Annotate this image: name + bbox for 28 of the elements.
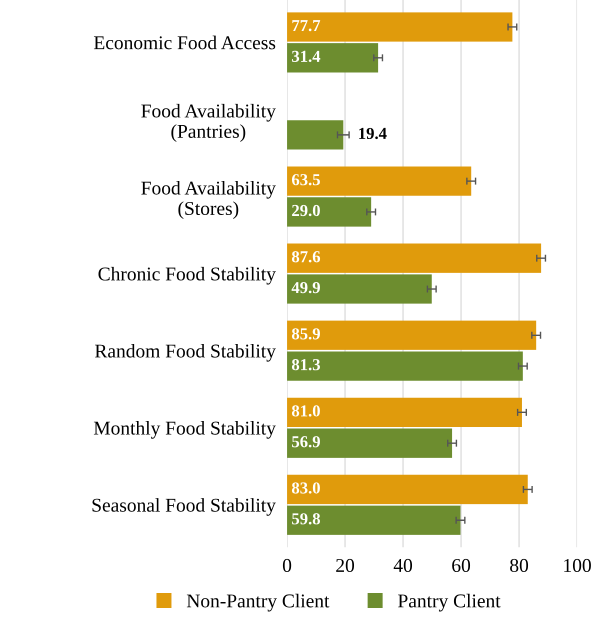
x-tick-label: 60 bbox=[452, 558, 470, 572]
data-label: 81.3 bbox=[292, 359, 320, 370]
data-label: 31.4 bbox=[292, 50, 320, 62]
y-tick-label: Food Availability (Stores) bbox=[141, 180, 276, 219]
data-label: 19.4 bbox=[359, 128, 387, 140]
data-label: 85.9 bbox=[292, 328, 320, 340]
x-tick-label: 100 bbox=[564, 558, 591, 572]
legend-label: Pantry Client bbox=[398, 594, 501, 612]
y-tick-label: Seasonal Food Stability bbox=[92, 498, 276, 516]
data-label: 77.7 bbox=[292, 20, 320, 32]
data-label: 29.0 bbox=[292, 204, 320, 216]
x-tick-label: 40 bbox=[394, 558, 412, 572]
y-tick-label: Economic Food Access bbox=[94, 36, 276, 50]
y-tick-label: Chronic Food Stability bbox=[98, 266, 276, 285]
data-label: 49.9 bbox=[292, 282, 320, 294]
y-tick-label: Monthly Food Stability bbox=[94, 421, 276, 439]
data-label: 59.8 bbox=[292, 513, 320, 524]
x-tick-label: 20 bbox=[336, 558, 354, 572]
x-tick-label: 80 bbox=[510, 558, 528, 572]
data-label: 56.9 bbox=[292, 436, 320, 448]
y-tick-label: Random Food Stability bbox=[94, 344, 276, 362]
data-label: 83.0 bbox=[292, 482, 320, 494]
legend-label: Non-Pantry Client bbox=[186, 594, 330, 612]
data-label: 63.5 bbox=[292, 174, 320, 186]
data-label: 87.6 bbox=[292, 251, 320, 262]
data-label: 81.0 bbox=[292, 405, 320, 417]
x-tick-label: 0 bbox=[282, 558, 292, 572]
y-tick-label: Food Availability (Pantries) bbox=[141, 104, 276, 142]
